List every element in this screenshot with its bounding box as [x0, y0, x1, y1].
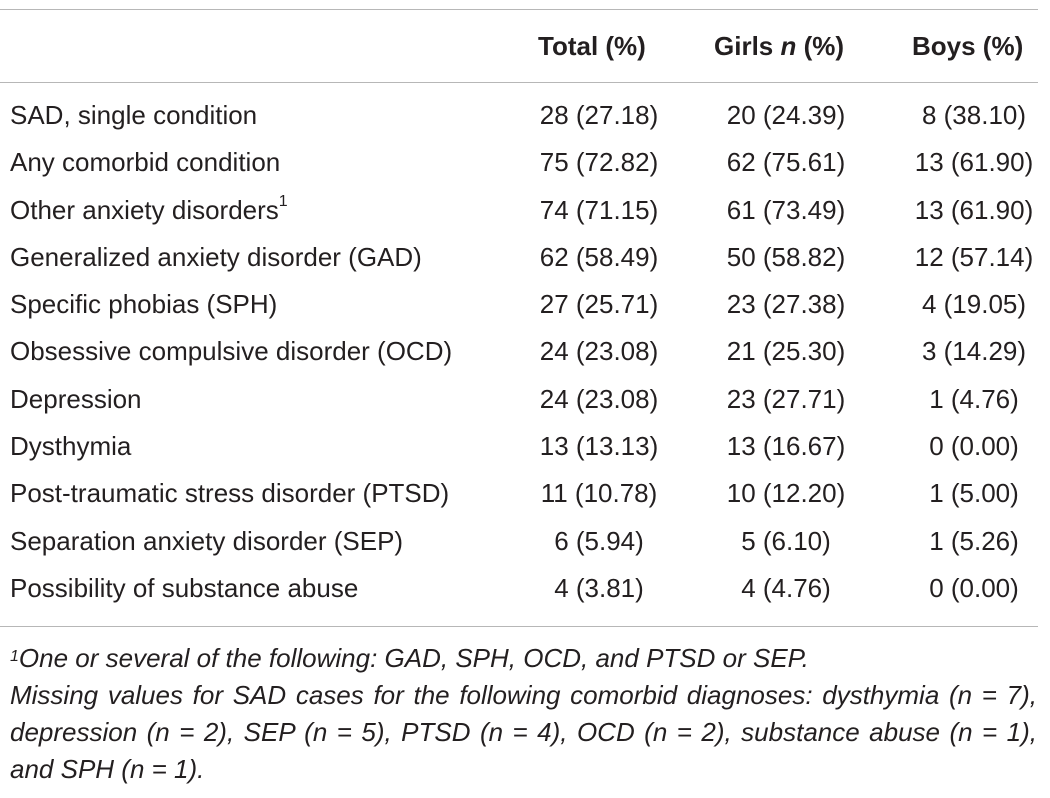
table-row: Generalized anxiety disorder (GAD) 62 (5…	[0, 237, 1050, 284]
cell-boys: 12 (57.14)	[914, 241, 1034, 272]
row-label: Obsessive compulsive disorder (OCD)	[10, 336, 453, 367]
cell-girls: 20 (24.39)	[726, 100, 846, 130]
cell-boys: 1 (5.26)	[929, 525, 1019, 556]
cell-girls: 62 (75.61)	[726, 147, 846, 178]
footnote-1-text: One or several of the following: GAD, SP…	[18, 643, 809, 673]
cell-boys: 4 (19.05)	[921, 289, 1027, 320]
cell-total: 75 (72.82)	[539, 147, 659, 178]
row-label: Other anxiety disorders1	[10, 192, 288, 226]
cell-total: 24 (23.08)	[539, 383, 659, 414]
footnote-marker: 1	[278, 192, 288, 210]
cell-boys: 13 (61.90)	[914, 194, 1034, 225]
cell-boys: 13 (61.90)	[914, 147, 1034, 178]
cell-total: 4 (3.81)	[554, 572, 644, 603]
cell-boys: 1 (4.76)	[929, 383, 1019, 414]
cell-total: 62 (58.49)	[539, 241, 659, 272]
row-label: Generalized anxiety disorder (GAD)	[10, 241, 422, 272]
header-girls: Girls n (%)	[714, 31, 844, 62]
row-label: Depression	[10, 383, 142, 414]
cell-total: 6 (5.94)	[554, 525, 644, 556]
header-girls-prefix: Girls	[714, 31, 781, 61]
table-row: SAD, single condition 28 (27.18) 20 (24.…	[0, 95, 1050, 142]
table-row: Other anxiety disorders1 74 (71.15) 61 (…	[0, 190, 1050, 237]
header-boys: Boys (%)	[912, 31, 1024, 61]
row-label: Separation anxiety disorder (SEP)	[10, 525, 404, 556]
cell-girls: 4 (4.76)	[741, 572, 831, 603]
table-row: Dysthymia 13 (13.13) 13 (16.67) 0 (0.00)	[0, 426, 1050, 473]
table-row: Possibility of substance abuse 4 (3.81) …	[0, 568, 1050, 615]
table-bottom-rule	[0, 626, 1038, 627]
footnote-1: 1One or several of the following: GAD, S…	[10, 640, 1037, 677]
table-top-rule	[0, 9, 1038, 10]
header-total: Total (%)	[538, 31, 646, 61]
table-footnotes: 1One or several of the following: GAD, S…	[10, 640, 1037, 788]
cell-girls: 13 (16.67)	[726, 431, 846, 462]
row-label: SAD, single condition	[10, 100, 258, 130]
row-label: Dysthymia	[10, 431, 132, 462]
cell-boys: 0 (0.00)	[929, 572, 1019, 603]
row-label-text: Other anxiety disorders	[10, 194, 279, 225]
row-label: Specific phobias (SPH)	[10, 289, 278, 320]
table-row: Post-traumatic stress disorder (PTSD) 11…	[0, 473, 1050, 520]
table-row: Any comorbid condition 75 (72.82) 62 (75…	[0, 142, 1050, 189]
cell-girls: 61 (73.49)	[726, 194, 846, 225]
cell-girls: 21 (25.30)	[726, 336, 846, 367]
table-row: Depression 24 (23.08) 23 (27.71) 1 (4.76…	[0, 379, 1050, 426]
row-label: Any comorbid condition	[10, 147, 281, 178]
cell-total: 28 (27.18)	[539, 100, 659, 130]
footnote-2: Missing values for SAD cases for the fol…	[10, 680, 1037, 784]
cell-boys: 0 (0.00)	[929, 431, 1019, 462]
cell-total: 27 (25.71)	[539, 289, 659, 320]
header-girls-suffix: (%)	[796, 31, 845, 61]
cell-total: 74 (71.15)	[539, 194, 659, 225]
cell-girls: 50 (58.82)	[726, 241, 846, 272]
header-girls-n: n	[780, 31, 797, 61]
table-header-rule	[0, 82, 1038, 83]
cell-girls: 23 (27.38)	[726, 289, 846, 320]
cell-girls: 5 (6.10)	[741, 525, 831, 556]
table-row: Obsessive compulsive disorder (OCD) 24 (…	[0, 331, 1050, 378]
cell-total: 24 (23.08)	[539, 336, 659, 367]
cell-girls: 23 (27.71)	[726, 383, 846, 414]
cell-boys: 8 (38.10)	[921, 100, 1027, 130]
row-label: Post-traumatic stress disorder (PTSD)	[10, 478, 450, 509]
cell-total: 13 (13.13)	[539, 431, 659, 462]
cell-boys: 3 (14.29)	[921, 336, 1027, 367]
row-label: Possibility of substance abuse	[10, 572, 359, 603]
cell-boys: 1 (5.00)	[929, 478, 1019, 509]
table-body: SAD, single condition 28 (27.18) 20 (24.…	[0, 95, 1050, 615]
cell-total: 11 (10.78)	[540, 478, 658, 509]
cell-girls: 10 (12.20)	[726, 478, 846, 509]
table-header: Total (%) Girls n (%) Boys (%)	[0, 28, 1050, 68]
table-row: Separation anxiety disorder (SEP) 6 (5.9…	[0, 521, 1050, 568]
table-row: Specific phobias (SPH) 27 (25.71) 23 (27…	[0, 284, 1050, 331]
footnote-1-marker: 1	[10, 648, 19, 665]
